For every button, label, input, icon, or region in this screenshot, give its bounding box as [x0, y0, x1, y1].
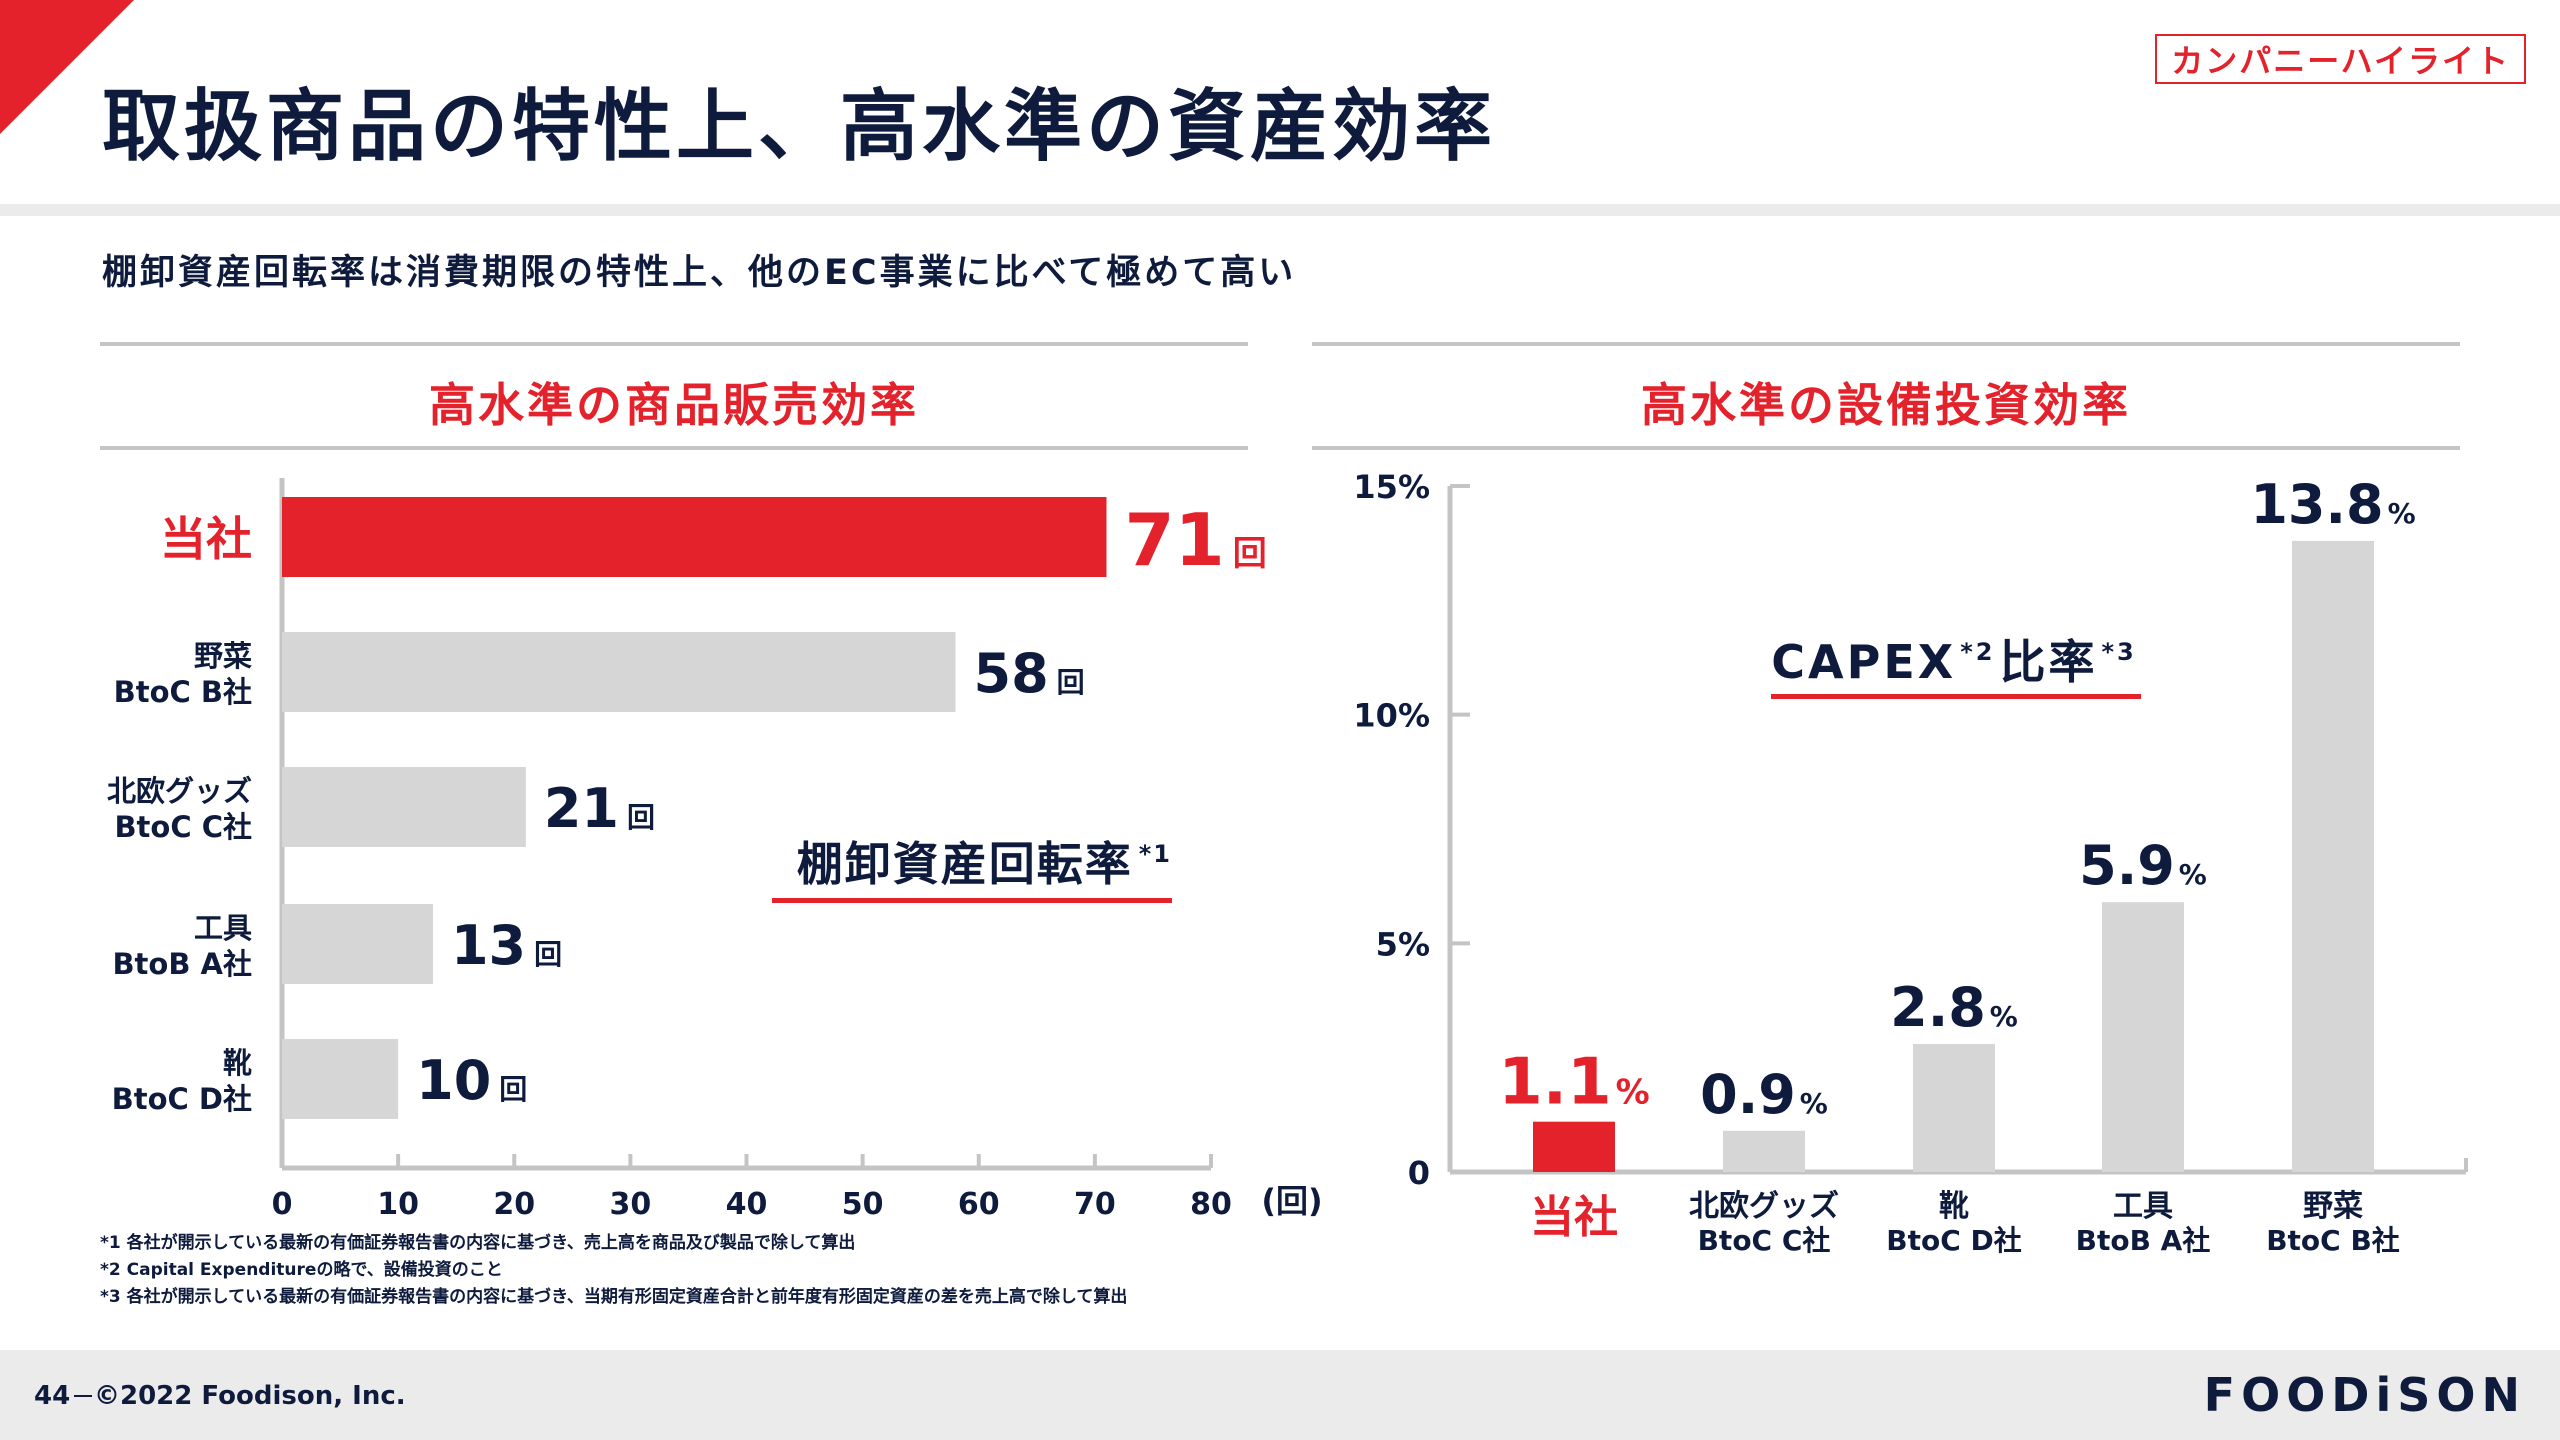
copyright: ©2022 Foodison, Inc. [94, 1381, 406, 1411]
footer-bar [0, 1350, 2560, 1440]
left-value-label: 71 回 [1124, 498, 1266, 582]
right-category-label: 当社 [1530, 1192, 1618, 1243]
left-x-tick-label: 30 [610, 1187, 652, 1222]
right-category-label: BtoC C社 [1698, 1224, 1831, 1257]
footnote-2: *2 Capital Expenditureの略で、設備投資のこと [100, 1260, 503, 1280]
left-annotation: 棚卸資産回転率 *1 [797, 837, 1172, 891]
left-panel-top-rule [100, 342, 1248, 346]
left-category-label: BtoC B社 [114, 675, 252, 709]
left-panel-bottom-rule [100, 446, 1248, 450]
left-bar [282, 767, 526, 847]
right-category-label: BtoC D社 [1886, 1224, 2022, 1257]
left-annotation-underline [772, 898, 1172, 903]
right-y-tick-label: 15% [1353, 468, 1430, 506]
left-bar [282, 632, 956, 712]
left-value-label: 10 回 [416, 1049, 527, 1112]
left-category-label: 野菜 [194, 639, 252, 673]
right-annotation: CAPEX *2比率 *3 [1771, 635, 2136, 689]
right-annotation-underline [1771, 694, 2141, 699]
left-category-label: BtoC D社 [112, 1082, 252, 1116]
right-value-label: 1.1% [1498, 1046, 1649, 1120]
footnote-1: *1 各社が開示している最新の有価証券報告書の内容に基づき、売上高を商品及び製品… [100, 1233, 856, 1253]
company-logo: FOODiSON [2203, 1368, 2526, 1422]
left-bar [282, 904, 433, 984]
right-y-tick-label: 10% [1353, 697, 1430, 735]
section-tag: カンパニーハイライト [2155, 34, 2526, 84]
corner-accent-shape [0, 0, 134, 134]
right-y-tick-label: 0 [1408, 1154, 1430, 1192]
right-category-label: BtoC B社 [2266, 1224, 2400, 1257]
left-category-label: 工具 [194, 911, 252, 945]
left-value-label: 13 回 [451, 914, 562, 977]
left-category-label: 靴 [223, 1046, 252, 1080]
left-panel-title: 高水準の商品販売効率 [429, 378, 919, 432]
right-value-label: 0.9% [1700, 1063, 1828, 1126]
right-value-label: 5.9% [2079, 834, 2207, 897]
left-x-tick-label: 80 [1190, 1187, 1232, 1222]
left-x-tick-label: 20 [493, 1187, 535, 1222]
right-bar [2102, 902, 2184, 1172]
right-category-label: 北欧グッズ [1689, 1189, 1839, 1224]
right-bar [1723, 1130, 1805, 1172]
left-x-tick-label: 50 [842, 1187, 884, 1222]
right-panel-title: 高水準の設備投資効率 [1641, 378, 2131, 432]
left-category-label: 北欧グッズ [107, 774, 252, 808]
page-number-dash [74, 1395, 92, 1397]
left-bar [282, 497, 1107, 577]
left-category-label: 当社 [160, 512, 252, 566]
left-x-tick-label: 10 [377, 1187, 419, 1222]
left-value-label: 21 回 [544, 777, 655, 840]
footnote-3: *3 各社が開示している最新の有価証券報告書の内容に基づき、当期有形固定資産合計… [100, 1287, 1128, 1307]
left-bar [282, 1039, 399, 1119]
right-category-label: BtoB A社 [2076, 1224, 2211, 1257]
right-panel-bottom-rule [1312, 446, 2460, 450]
right-category-label: 工具 [2113, 1189, 2173, 1224]
right-bar [1913, 1043, 1995, 1172]
left-category-label: BtoC C社 [114, 810, 252, 844]
right-panel-top-rule [1312, 342, 2460, 346]
right-value-label: 13.8% [2250, 473, 2415, 536]
right-y-tick-label: 5% [1376, 925, 1430, 963]
left-x-tick-label: 60 [958, 1187, 1000, 1222]
page-subtitle: 棚卸資産回転率は消費期限の特性上、他のEC事業に比べて極めて高い [102, 253, 1297, 293]
left-category-label: BtoB A社 [112, 947, 252, 981]
left-x-tick-label: 40 [726, 1187, 768, 1222]
right-bar [2292, 540, 2374, 1172]
left-value-label: 58 回 [974, 642, 1085, 705]
left-x-tick-label: 70 [1074, 1187, 1116, 1222]
page-title: 取扱商品の特性上、高水準の資産効率 [102, 82, 1497, 172]
page-number: 44 [34, 1381, 71, 1411]
left-x-unit-label: (回) [1261, 1182, 1322, 1220]
right-category-label: 靴 [1939, 1189, 1969, 1224]
footnotes: *1 各社が開示している最新の有価証券報告書の内容に基づき、売上高を商品及び製品… [100, 1230, 1127, 1311]
left-x-tick-label: 0 [272, 1187, 293, 1222]
title-divider [0, 204, 2560, 216]
right-bar [1533, 1121, 1615, 1172]
right-category-label: 野菜 [2303, 1189, 2363, 1224]
right-value-label: 2.8% [1890, 976, 2018, 1039]
